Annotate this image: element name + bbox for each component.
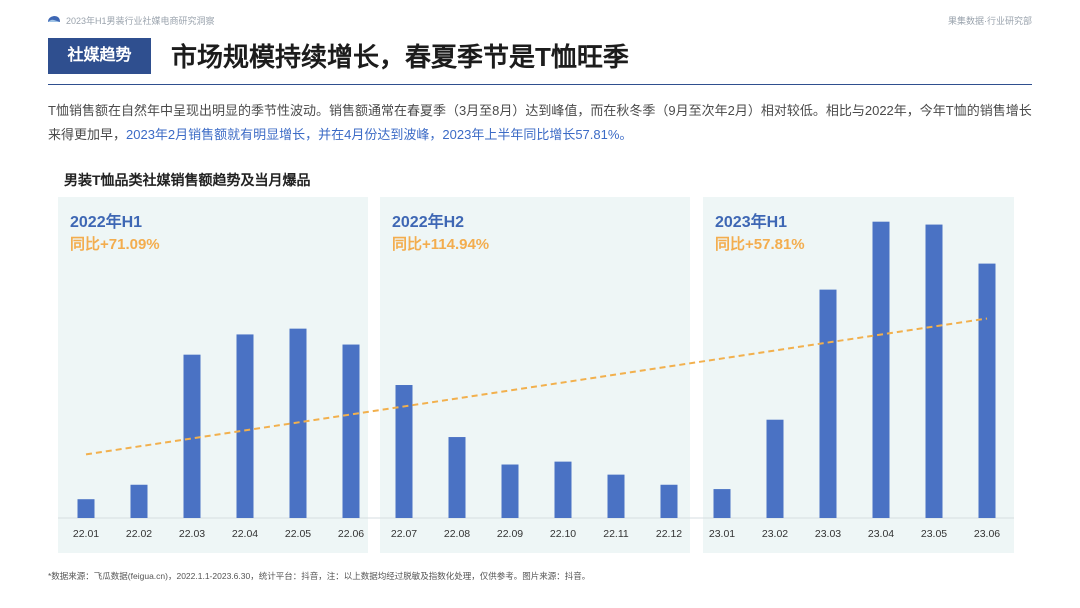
chart-title: 男装T恤品类社媒销售额趋势及当月爆品 xyxy=(64,172,311,188)
bar xyxy=(77,499,95,518)
bar xyxy=(978,263,996,518)
x-tick-label: 22.12 xyxy=(656,528,682,540)
x-tick-label: 22.04 xyxy=(232,528,258,540)
top-bar: 2023年H1男装行业社媒电商研究洞察 果集数据·行业研究部 xyxy=(0,0,1080,36)
bar xyxy=(501,464,519,518)
yoy-label: 同比+114.94% xyxy=(392,235,489,253)
trend-line xyxy=(85,317,988,456)
bar xyxy=(448,437,466,518)
bar xyxy=(819,289,837,518)
bar xyxy=(395,385,413,518)
x-tick-label: 23.06 xyxy=(974,528,1000,540)
bar xyxy=(766,419,784,518)
brand-label: 果集数据·行业研究部 xyxy=(948,16,1032,26)
period-label: 2023年H1 xyxy=(715,212,787,231)
x-tick-label: 22.06 xyxy=(338,528,364,540)
intro-highlight: 2023年2月销售额就有明显增长，并在4月份达到波峰，2023年上半年同比增长5… xyxy=(126,127,633,142)
page-title: 市场规模持续增长，春夏季节是T恤旺季 xyxy=(171,42,629,72)
bar xyxy=(925,224,943,518)
bar xyxy=(342,344,360,518)
x-tick-label: 22.07 xyxy=(391,528,417,540)
x-tick-label: 23.02 xyxy=(762,528,788,540)
intro-paragraph: T恤销售额在自然年中呈现出明显的季节性波动。销售额通常在春夏季（3月至8月）达到… xyxy=(48,99,1038,147)
intro-text: T恤销售额在自然年中呈现出明显的季节性波动。销售额通常在春夏季（3月至8月）达到… xyxy=(48,103,1032,142)
title-divider xyxy=(48,84,1032,85)
x-tick-label: 23.01 xyxy=(709,528,735,540)
x-tick-label: 22.09 xyxy=(497,528,523,540)
section-tag: 社媒趋势 xyxy=(48,38,151,74)
bar xyxy=(660,484,678,518)
x-tick-label: 22.01 xyxy=(73,528,99,540)
x-tick-label: 22.05 xyxy=(285,528,311,540)
cloud-logo-icon xyxy=(48,16,60,22)
bar xyxy=(607,474,625,518)
period-panel xyxy=(703,197,1014,553)
footnote: *数据来源：飞瓜数据(feigua.cn)，2022.1.1-2023.6.30… xyxy=(48,571,591,581)
x-tick-label: 23.05 xyxy=(921,528,947,540)
bar xyxy=(130,484,148,518)
x-tick-label: 22.02 xyxy=(126,528,152,540)
bar xyxy=(183,354,201,518)
bar xyxy=(554,461,572,518)
period-panel xyxy=(380,197,690,553)
yoy-label: 同比+57.81% xyxy=(715,235,805,253)
x-tick-label: 22.10 xyxy=(550,528,576,540)
bar xyxy=(713,489,731,518)
x-tick-label: 23.04 xyxy=(868,528,894,540)
period-label: 2022年H2 xyxy=(392,212,464,231)
x-tick-label: 23.03 xyxy=(815,528,841,540)
x-tick-label: 22.11 xyxy=(603,528,629,540)
period-panel xyxy=(58,197,368,553)
bar xyxy=(872,221,890,518)
x-tick-label: 22.03 xyxy=(179,528,205,540)
report-title: 2023年H1男装行业社媒电商研究洞察 xyxy=(66,16,215,26)
yoy-label: 同比+71.09% xyxy=(70,235,160,253)
period-label: 2022年H1 xyxy=(70,212,142,231)
x-tick-label: 22.08 xyxy=(444,528,470,540)
bar xyxy=(236,334,254,518)
